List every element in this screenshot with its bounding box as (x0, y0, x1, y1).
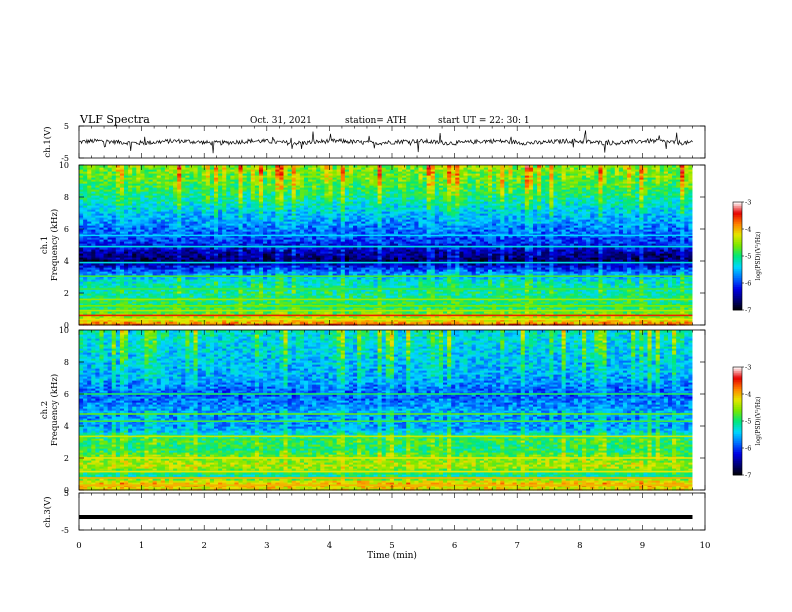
date-label: Oct. 31, 2021 (250, 116, 312, 126)
start-time-label: start UT = 22: 30: 1 (438, 116, 530, 126)
ch1-axis-label: ch.1(V) (42, 126, 53, 157)
ch1-ytick-label: 5 (64, 122, 69, 131)
station-label: station= ATH (345, 116, 407, 126)
ch1-trace (79, 131, 693, 154)
figure-title: VLF Spectra (79, 113, 150, 126)
ch1-spectrogram-cells (79, 165, 705, 326)
